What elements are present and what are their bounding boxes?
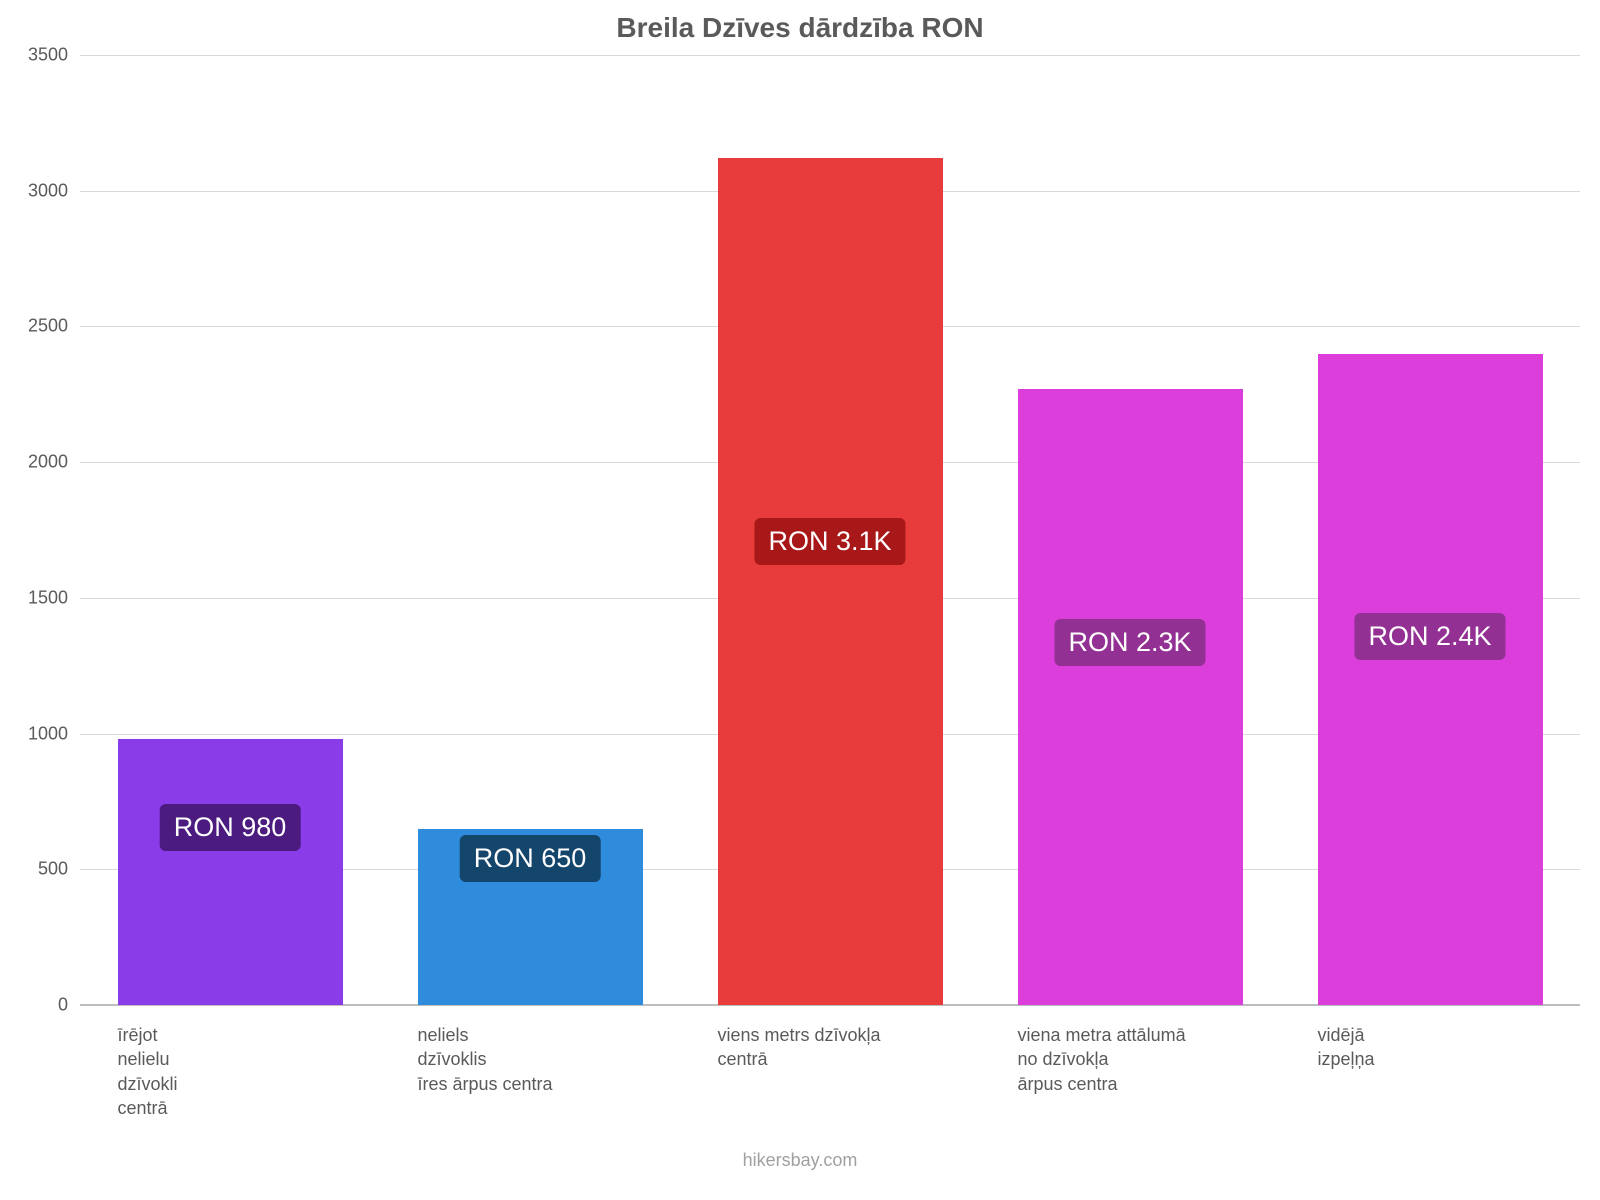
bar: RON 2.4K [1318,354,1543,1005]
bar: RON 650 [418,829,643,1005]
bar: RON 980 [118,739,343,1005]
gridline [80,55,1580,56]
bar-value-label: RON 3.1K [754,518,905,565]
category-label: viens metrs dzīvokļacentrā [718,1023,1003,1072]
y-tick-label: 1500 [28,587,80,608]
category-label: nelielsdzīvoklisīres ārpus centra [418,1023,703,1096]
bar-value-label: RON 650 [460,835,601,882]
y-tick-label: 3000 [28,180,80,201]
chart-container: Breila Dzīves dārdzība RON 0500100015002… [0,0,1600,1200]
y-tick-label: 3500 [28,45,80,66]
bar: RON 3.1K [718,158,943,1005]
category-label: viena metra attālumāno dzīvokļaārpus cen… [1018,1023,1303,1096]
y-tick-label: 2000 [28,452,80,473]
bar-value-label: RON 980 [160,804,301,851]
y-tick-label: 1000 [28,723,80,744]
category-label: īrējotnelieludzīvoklicentrā [118,1023,403,1120]
bar-value-label: RON 2.3K [1054,619,1205,666]
bar: RON 2.3K [1018,389,1243,1005]
y-tick-label: 0 [58,995,80,1016]
bar-value-label: RON 2.4K [1354,613,1505,660]
plot-area: 0500100015002000250030003500RON 980īrējo… [80,55,1580,1005]
y-tick-label: 500 [38,859,80,880]
chart-title: Breila Dzīves dārdzība RON [0,12,1600,44]
y-tick-label: 2500 [28,316,80,337]
chart-footer: hikersbay.com [0,1150,1600,1171]
category-label: vidējāizpeļņa [1318,1023,1600,1072]
